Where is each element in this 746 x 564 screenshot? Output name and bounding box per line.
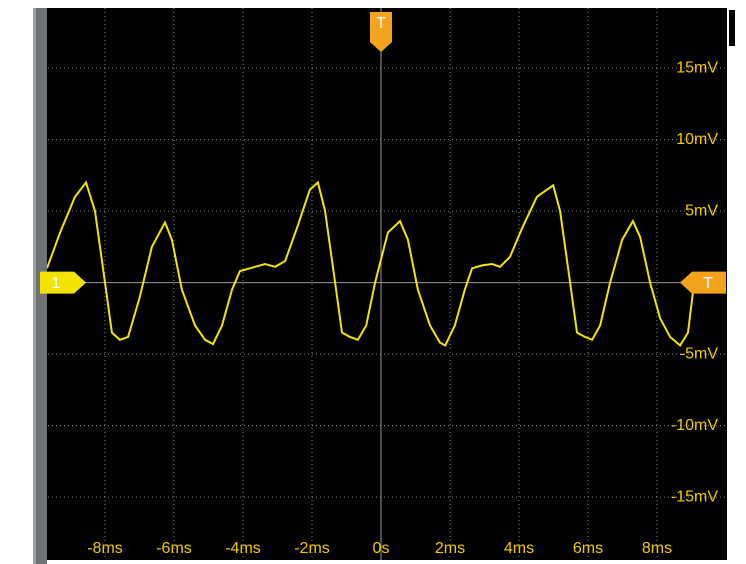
x-tick-label: 0s (373, 540, 390, 557)
x-tick-label: 8ms (642, 540, 672, 557)
y-tick-label: -5mV (680, 345, 719, 362)
y-tick-label: -10mV (671, 417, 718, 434)
y-tick-label: 10mV (676, 131, 718, 148)
y-tick-label: -15mV (671, 488, 718, 505)
waveform (46, 180, 701, 348)
y-tick-label: 5mV (685, 202, 718, 219)
trigger-level-marker (680, 271, 726, 294)
side-tab (729, 10, 735, 46)
x-tick-label: -8ms (87, 540, 123, 557)
x-tick-label: 4ms (504, 540, 534, 557)
x-tick-label: 6ms (573, 540, 603, 557)
x-tick-label: -2ms (294, 540, 330, 557)
x-tick-label: -4ms (225, 540, 261, 557)
trigger-level-label: T (703, 275, 713, 292)
channel-label: 1 (52, 275, 61, 292)
bezel-edge (33, 8, 36, 564)
trigger-position-label: T (376, 15, 386, 32)
x-tick-label: -6ms (156, 540, 192, 557)
x-tick-label: 2ms (435, 540, 465, 557)
channel-marker (40, 271, 86, 294)
y-tick-label: 15mV (676, 59, 718, 76)
trigger-position-marker (370, 12, 392, 52)
